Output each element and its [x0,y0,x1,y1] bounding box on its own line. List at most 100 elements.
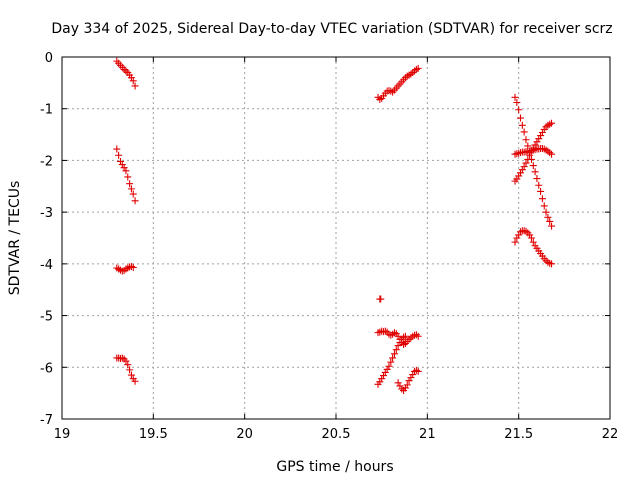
series-s9 [394,366,422,395]
data-point [401,332,409,340]
y-tick-label: -4 [40,258,53,273]
data-point [527,234,535,242]
data-point [544,213,552,221]
data-point [113,145,121,153]
data-point [533,138,541,146]
data-point [378,375,386,383]
data-point [122,67,130,75]
data-point [540,202,548,210]
x-tick-label: 22 [602,427,619,442]
data-point [511,93,519,101]
data-point [412,65,420,73]
data-point [548,260,556,268]
data-point [127,371,135,379]
data-point [520,128,528,136]
data-point [538,129,546,137]
data-point [537,132,545,140]
data-point [522,136,530,144]
y-axis-label: SDTVAR / TECUs [7,181,23,296]
plot-frame [61,56,611,420]
data-point [529,238,537,246]
data-point [131,377,139,385]
y-tick-label: -5 [40,310,53,325]
data-point [390,350,398,358]
data-point [405,377,413,385]
data-point [381,368,389,376]
data-point [126,180,134,188]
data-point [394,379,402,387]
data-point [377,295,385,303]
series-s3 [113,262,137,275]
data-point [387,358,395,366]
data-point [124,173,132,181]
data-point [414,64,422,72]
data-point [531,168,539,176]
x-tick-label: 21 [419,427,436,442]
x-tick-label: 20.5 [322,427,351,442]
series-s6 [376,295,385,303]
data-point [522,227,530,235]
data-point [535,135,543,143]
grid-layer [62,57,610,419]
series-s8 [374,332,409,388]
data-point [118,354,126,362]
data-point [131,82,139,90]
series-s10 [511,93,556,230]
data-point [518,166,526,174]
data-point [129,190,137,198]
chart-title: Day 334 of 2025, Sidereal Day-to-day VTE… [51,21,612,37]
data-point [515,231,523,239]
data-point [529,162,537,170]
data-point [389,354,397,362]
series-s12 [511,145,556,158]
data-point [538,195,546,203]
data-point [522,159,530,167]
data-point [115,151,123,159]
data-point [409,371,417,379]
data-point [126,366,134,374]
data-point [513,99,521,107]
data-point [518,121,526,129]
data-point [515,172,523,180]
data-point [544,258,552,266]
data-point [414,332,422,340]
series-s2 [113,145,139,205]
series-s1 [113,57,139,90]
data-point [129,263,137,271]
data-point [548,222,556,230]
x-tick-label: 19 [54,427,71,442]
y-tick-label: -6 [40,361,53,376]
series-s5 [374,64,422,103]
data-point [537,187,545,195]
y-tick-label: -2 [40,154,53,169]
data-point [407,374,415,382]
series-s13 [511,227,556,268]
data-point [414,367,422,375]
x-tick-label: 21.5 [504,427,533,442]
data-point [120,164,128,172]
tick-layer: 19 19.5 20 20.5 21 21.5 22 0 -1 -2 -3 -4 -5 -6 -7 [40,51,618,442]
data-point [546,217,554,225]
points-layer [113,57,556,395]
data-point [398,385,406,393]
x-tick-label: 19.5 [139,427,168,442]
data-point [548,150,556,158]
y-tick-label: -3 [40,206,53,221]
data-point [535,181,543,189]
x-tick-label: 20 [236,427,253,442]
data-point [127,185,135,193]
data-point [513,234,521,242]
y-tick-label: -1 [40,103,53,118]
y-tick-label: -7 [40,413,53,428]
data-point [412,366,420,374]
data-point [524,155,532,163]
data-point [516,114,524,122]
data-point [548,119,556,127]
series-s4 [113,354,139,385]
data-point [131,197,139,205]
data-point [118,161,126,169]
data-point [511,238,519,246]
data-point [122,167,130,175]
data-point [124,361,132,369]
data-point [394,342,402,350]
